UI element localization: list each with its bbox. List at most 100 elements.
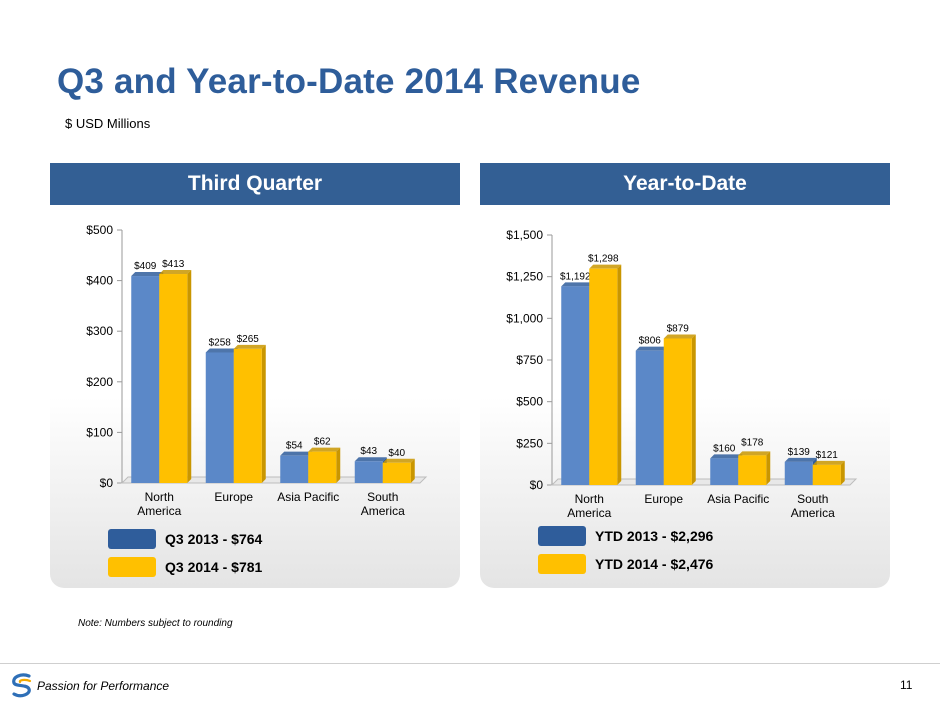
bar-ytd-2013-south-america (784, 461, 813, 485)
data-label: $43 (360, 446, 377, 457)
units-subtitle: $ USD Millions (65, 116, 151, 131)
legend-swatch-ytd-2013 (538, 526, 586, 546)
data-label: $806 (639, 336, 662, 347)
bar-side-face (261, 344, 266, 483)
bar-top-face (784, 457, 817, 462)
bar-top-face (382, 458, 415, 463)
category-label: America (361, 504, 405, 518)
bar-top-face (205, 348, 238, 353)
rounding-note: Note: Numbers subject to rounding (78, 618, 233, 629)
category-label: Asia Pacific (277, 490, 339, 504)
bar-top-face (589, 264, 622, 269)
bar-top-face (280, 451, 313, 456)
category-label: South (367, 490, 398, 504)
bar-top-face (663, 334, 696, 339)
third-quarter-panel: Third Quarter $0 $100 $200 $300 $400 $500 $409… (50, 163, 460, 588)
category-label: America (137, 504, 181, 518)
company-logo-icon (12, 673, 32, 698)
data-label: $178 (741, 437, 764, 448)
footer-tagline: Passion for Performance (37, 679, 170, 693)
footer-divider (0, 663, 940, 664)
bar-q3-2014-north-america (159, 274, 188, 483)
data-label: $879 (667, 324, 690, 335)
category-label: Europe (214, 490, 253, 504)
y-tick-label: $750 (516, 353, 543, 367)
bar-side-face (840, 460, 845, 485)
slide-title: Q3 and Year-to-Date 2014 Revenue (57, 62, 641, 101)
bar-q3-2013-asia-pacific (280, 455, 309, 483)
bar-q3-2014-europe (233, 348, 262, 483)
category-label: North (145, 490, 174, 504)
data-label: $1,298 (588, 254, 619, 265)
year-to-date-header: Year-to-Date (480, 163, 890, 205)
legend-ytd-2013: YTD 2013 - $2,296 (595, 528, 714, 544)
bar-ytd-2013-asia-pacific (710, 458, 739, 485)
data-label: $160 (713, 443, 736, 454)
third-quarter-header: Third Quarter (50, 163, 460, 205)
y-tick-label: $500 (86, 223, 113, 237)
bar-side-face (336, 447, 341, 483)
legend-q3-2013: Q3 2013 - $764 (165, 531, 263, 547)
category-label: Europe (644, 492, 683, 506)
legend-swatch-2013 (108, 529, 156, 549)
bar-side-face (691, 334, 696, 485)
data-label: $413 (162, 259, 185, 270)
bar-ytd-2013-europe (635, 350, 664, 485)
bar-side-face (766, 451, 771, 485)
bar-side-face (410, 458, 415, 483)
bar-side-face (187, 270, 192, 483)
data-label: $54 (286, 441, 303, 452)
data-label: $258 (209, 337, 232, 348)
bar-top-face (561, 282, 594, 287)
y-tick-label: $300 (86, 324, 113, 338)
bar-ytd-2014-north-america (589, 268, 618, 485)
bar-side-face (617, 264, 622, 485)
data-label: $409 (134, 261, 157, 272)
bar-q3-2013-north-america (131, 276, 160, 483)
bar-q3-2013-south-america (354, 461, 383, 483)
bar-q3-2014-south-america (382, 462, 411, 483)
bar-top-face (812, 460, 845, 465)
bar-ytd-2014-europe (663, 338, 692, 485)
y-tick-label: $500 (516, 395, 543, 409)
legend-swatch-2014 (108, 557, 156, 577)
category-label: North (575, 492, 604, 506)
bar-q3-2014-asia-pacific (308, 451, 337, 483)
third-quarter-chart: $0$100$200$300$400$500$409 $413NorthAmeri… (86, 223, 428, 518)
legend-ytd-2014: YTD 2014 - $2,476 (595, 556, 714, 572)
y-tick-label: $0 (530, 478, 544, 492)
bar-ytd-2014-south-america (812, 464, 841, 485)
category-label: Asia Pacific (707, 492, 769, 506)
bar-top-face (738, 451, 771, 456)
y-tick-label: $1,500 (506, 228, 543, 242)
year-to-date-panel: Year-to-Date $0 $250 $500 $750 $1,000 $1,250 $… (480, 163, 890, 588)
year-to-date-chart: $0 $250 $500 $750 $1,000 $1,250 $1,500 $1,192 $1… (506, 228, 858, 520)
bar-ytd-2014-asia-pacific (738, 455, 767, 485)
category-label: South (797, 492, 828, 506)
data-label: $265 (237, 334, 260, 345)
legend-q3-2014: Q3 2014 - $781 (165, 559, 263, 575)
bar-top-face (131, 272, 164, 277)
bar-top-face (233, 344, 266, 349)
y-tick-label: $100 (86, 425, 113, 439)
bar-q3-2013-europe (205, 352, 234, 483)
y-tick-label: $1,000 (506, 311, 543, 325)
bar-top-face (710, 454, 743, 459)
y-tick-label: $400 (86, 274, 113, 288)
bar-top-face (308, 447, 341, 452)
legend-swatch-ytd-2014 (538, 554, 586, 574)
category-label: America (791, 506, 835, 520)
y-tick-label: $200 (86, 375, 113, 389)
data-label: $40 (388, 448, 405, 459)
bar-ytd-2013-north-america (561, 286, 590, 485)
data-label: $139 (788, 447, 811, 458)
category-label: America (567, 506, 611, 520)
data-label: $121 (816, 450, 839, 461)
y-tick-label: $1,250 (506, 270, 543, 284)
data-label: $1,192 (560, 271, 591, 282)
bar-top-face (159, 270, 192, 275)
page-number: 11 (900, 678, 913, 692)
y-tick-label: $0 (100, 476, 114, 490)
bar-top-face (354, 457, 387, 462)
bar-top-face (635, 346, 668, 351)
